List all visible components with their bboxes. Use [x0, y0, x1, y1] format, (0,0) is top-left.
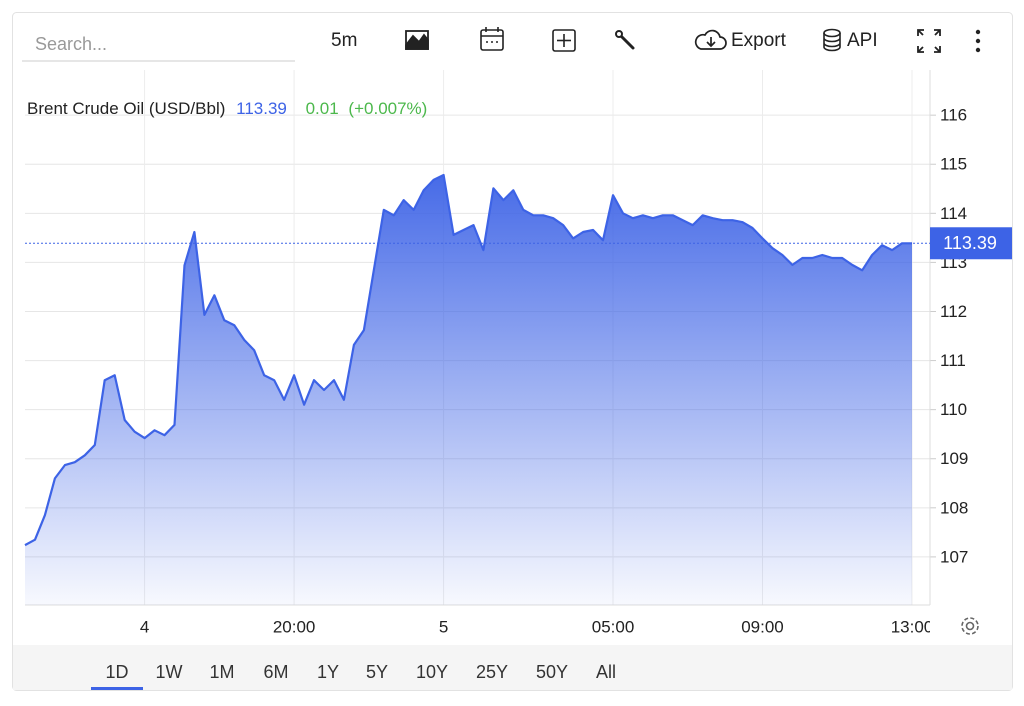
y-tick-label: 107: [940, 547, 968, 566]
y-tick-label: 114: [940, 204, 967, 223]
range-button[interactable]: 10Y: [416, 662, 448, 682]
x-tick-label: 20:00: [273, 617, 316, 636]
y-tick-label: 116: [940, 106, 967, 125]
range-button[interactable]: 6M: [263, 662, 288, 682]
range-button[interactable]: 1Y: [317, 662, 339, 682]
interval-button[interactable]: 5m: [331, 30, 357, 51]
settings-icon[interactable]: [961, 617, 979, 635]
change-percent: (+0.007%): [348, 99, 427, 118]
range-button[interactable]: 50Y: [536, 662, 568, 682]
chart-title: Brent Crude Oil (USD/Bbl): [27, 99, 225, 118]
compare-icon[interactable]: [552, 29, 576, 52]
range-button[interactable]: All: [596, 662, 616, 682]
y-tick-label: 115: [940, 155, 967, 174]
menu-icon[interactable]: [975, 29, 981, 53]
range-button[interactable]: 25Y: [476, 662, 508, 682]
range-button[interactable]: 1W: [156, 662, 183, 682]
y-tick-label: 111: [940, 351, 966, 370]
date-icon[interactable]: [480, 27, 504, 51]
x-tick-label: 4: [140, 617, 149, 636]
change: 0.01: [306, 99, 339, 118]
fullscreen-icon[interactable]: [917, 29, 941, 53]
price-line: [24, 173, 912, 547]
y-tick-label: 112: [940, 302, 967, 321]
x-axis-labels: 4 20:00 5 05:00 09:00 13:00: [140, 617, 934, 636]
area-fill: [25, 175, 912, 605]
export-button[interactable]: Export: [694, 29, 787, 51]
range-button[interactable]: 1D: [105, 662, 128, 682]
x-tick-label: 09:00: [741, 617, 784, 636]
tools-icon[interactable]: [615, 30, 635, 50]
range-buttons: 1D 1W 1M 6M 1Y 5Y 10Y 25Y 50Y All: [91, 662, 616, 690]
api-label: API: [847, 30, 878, 51]
chart-header: Brent Crude Oil (USD/Bbl) 113.39 0.01 (+…: [27, 99, 427, 118]
x-tick-label: 13:00: [891, 617, 934, 636]
toolbar: Search... 5m Export API: [22, 27, 981, 62]
y-tick-label: 110: [940, 400, 967, 419]
last-price: 113.39: [236, 99, 287, 118]
search-input[interactable]: Search...: [35, 34, 107, 54]
range-bar: [13, 645, 1012, 690]
chart-type-icon[interactable]: [405, 30, 429, 50]
range-button[interactable]: 5Y: [366, 662, 388, 682]
y-tick-label: 108: [940, 498, 968, 517]
last-price-badge: [930, 227, 1012, 260]
y-tick-label: 109: [940, 449, 968, 468]
api-button[interactable]: API: [823, 28, 878, 52]
export-label: Export: [731, 30, 787, 51]
last-price-badge-label: 113.39: [943, 233, 997, 253]
range-button[interactable]: 1M: [209, 662, 234, 682]
range-selected-underline: [91, 687, 143, 690]
x-tick-label: 5: [439, 617, 448, 636]
x-tick-label: 05:00: [592, 617, 635, 636]
